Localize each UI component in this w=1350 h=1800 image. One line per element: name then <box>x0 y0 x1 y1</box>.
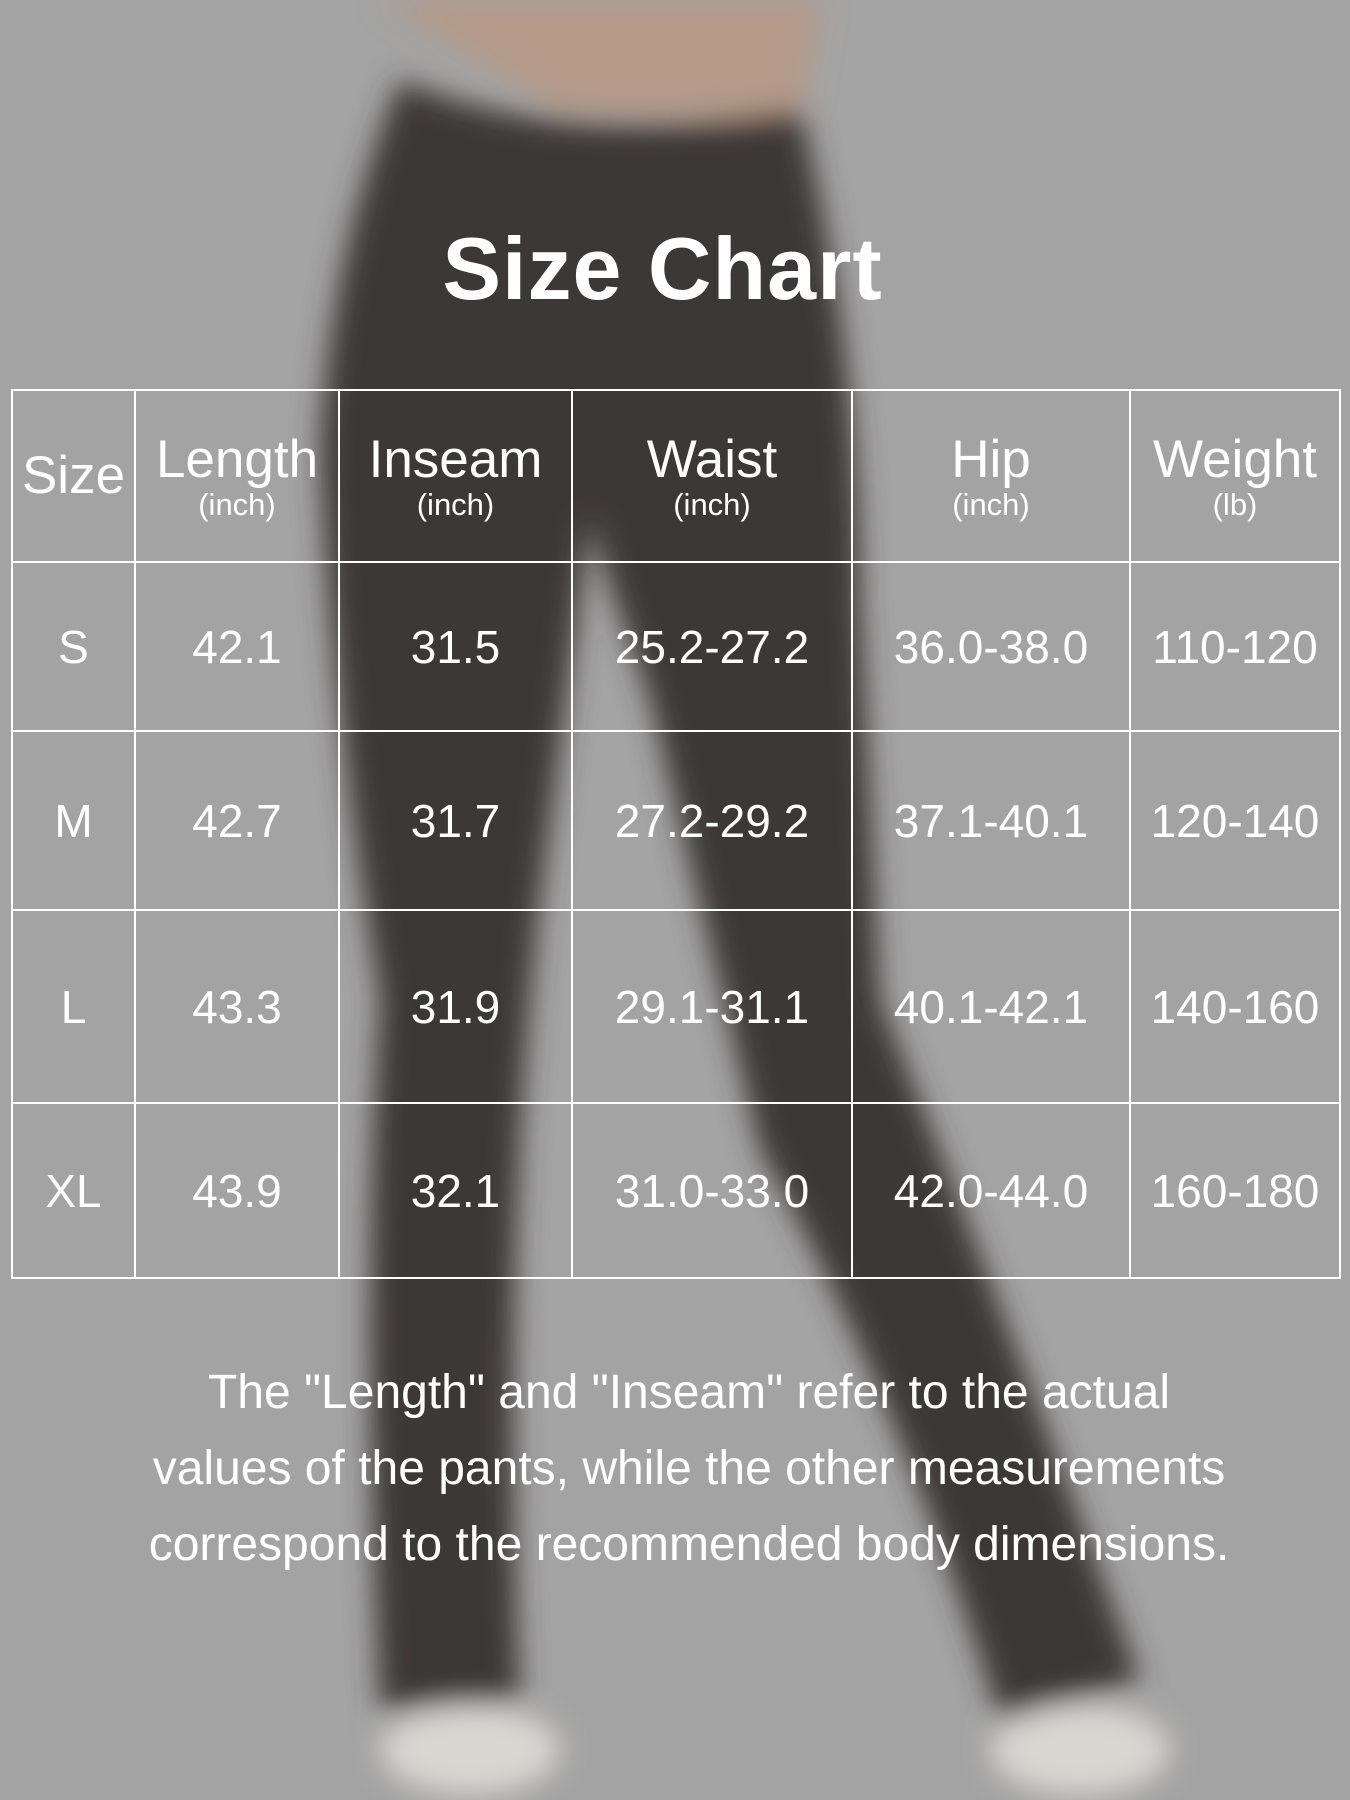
header-weight: Weight (lb) <box>1129 389 1341 563</box>
table-row: S 42.1 31.5 25.2-27.2 36.0-38.0 110-120 <box>11 561 1341 732</box>
header-hip: Hip (inch) <box>851 389 1131 563</box>
cell-inseam: 31.5 <box>338 561 573 732</box>
size-note: The "Length" and "Inseam" refer to the a… <box>0 1355 1350 1583</box>
cell-hip: 42.0-44.0 <box>851 1102 1131 1279</box>
torso-skin <box>380 0 820 120</box>
header-unit: (inch) <box>952 487 1030 522</box>
table-row: XL 43.9 32.1 31.0-33.0 42.0-44.0 160-180 <box>11 1102 1341 1279</box>
note-line: correspond to the recommended body dimen… <box>148 1518 1230 1571</box>
cell-inseam: 31.9 <box>338 909 573 1104</box>
note-line: The "Length" and "Inseam" refer to the a… <box>207 1366 1171 1419</box>
right-shoe <box>990 1705 1170 1795</box>
cell-weight: 160-180 <box>1129 1102 1341 1279</box>
header-label: Length <box>155 430 319 489</box>
cell-size: S <box>11 561 136 732</box>
cell-waist: 29.1-31.1 <box>571 909 853 1104</box>
cell-length: 43.9 <box>134 1102 340 1279</box>
header-row: Size Length (inch) Inseam (inch) Waist (inc… <box>11 389 1341 563</box>
header-size: Size <box>11 389 136 563</box>
left-shoe <box>380 1705 560 1795</box>
header-waist: Waist (inch) <box>571 389 853 563</box>
header-inseam: Inseam (inch) <box>338 389 573 563</box>
cell-inseam: 31.7 <box>338 730 573 911</box>
header-unit: (inch) <box>416 487 495 522</box>
page-title: Size Chart <box>442 219 883 318</box>
cell-length: 43.3 <box>134 909 340 1104</box>
header-label: Weight <box>1153 430 1317 489</box>
cell-inseam: 32.1 <box>338 1102 573 1279</box>
header-label: Inseam <box>368 430 543 489</box>
cell-waist: 31.0-33.0 <box>571 1102 853 1279</box>
header-label: Size <box>21 446 126 505</box>
header-unit: (lb) <box>1212 487 1258 522</box>
cell-weight: 140-160 <box>1129 909 1341 1104</box>
table-row: L 43.3 31.9 29.1-31.1 40.1-42.1 140-160 <box>11 909 1341 1104</box>
header-unit: (inch) <box>198 487 276 522</box>
cell-length: 42.7 <box>134 730 340 911</box>
cell-length: 42.1 <box>134 561 340 732</box>
table-row: M 42.7 31.7 27.2-29.2 37.1-40.1 120-140 <box>11 730 1341 911</box>
header-label: Hip <box>951 430 1031 489</box>
cell-hip: 37.1-40.1 <box>851 730 1131 911</box>
cell-weight: 110-120 <box>1129 561 1341 732</box>
cell-hip: 36.0-38.0 <box>851 561 1131 732</box>
cell-size: L <box>11 909 136 1104</box>
header-unit: (inch) <box>673 487 751 522</box>
cell-hip: 40.1-42.1 <box>851 909 1131 1104</box>
header-label: Waist <box>646 430 778 489</box>
cell-size: M <box>11 730 136 911</box>
cell-waist: 25.2-27.2 <box>571 561 853 732</box>
cell-waist: 27.2-29.2 <box>571 730 853 911</box>
cell-size: XL <box>11 1102 136 1279</box>
cell-weight: 120-140 <box>1129 730 1341 911</box>
note-line: values of the pants, while the other mea… <box>152 1442 1226 1495</box>
header-length: Length (inch) <box>134 389 340 563</box>
size-table: Size Length (inch) Inseam (inch) Waist (inc… <box>11 389 1341 1279</box>
